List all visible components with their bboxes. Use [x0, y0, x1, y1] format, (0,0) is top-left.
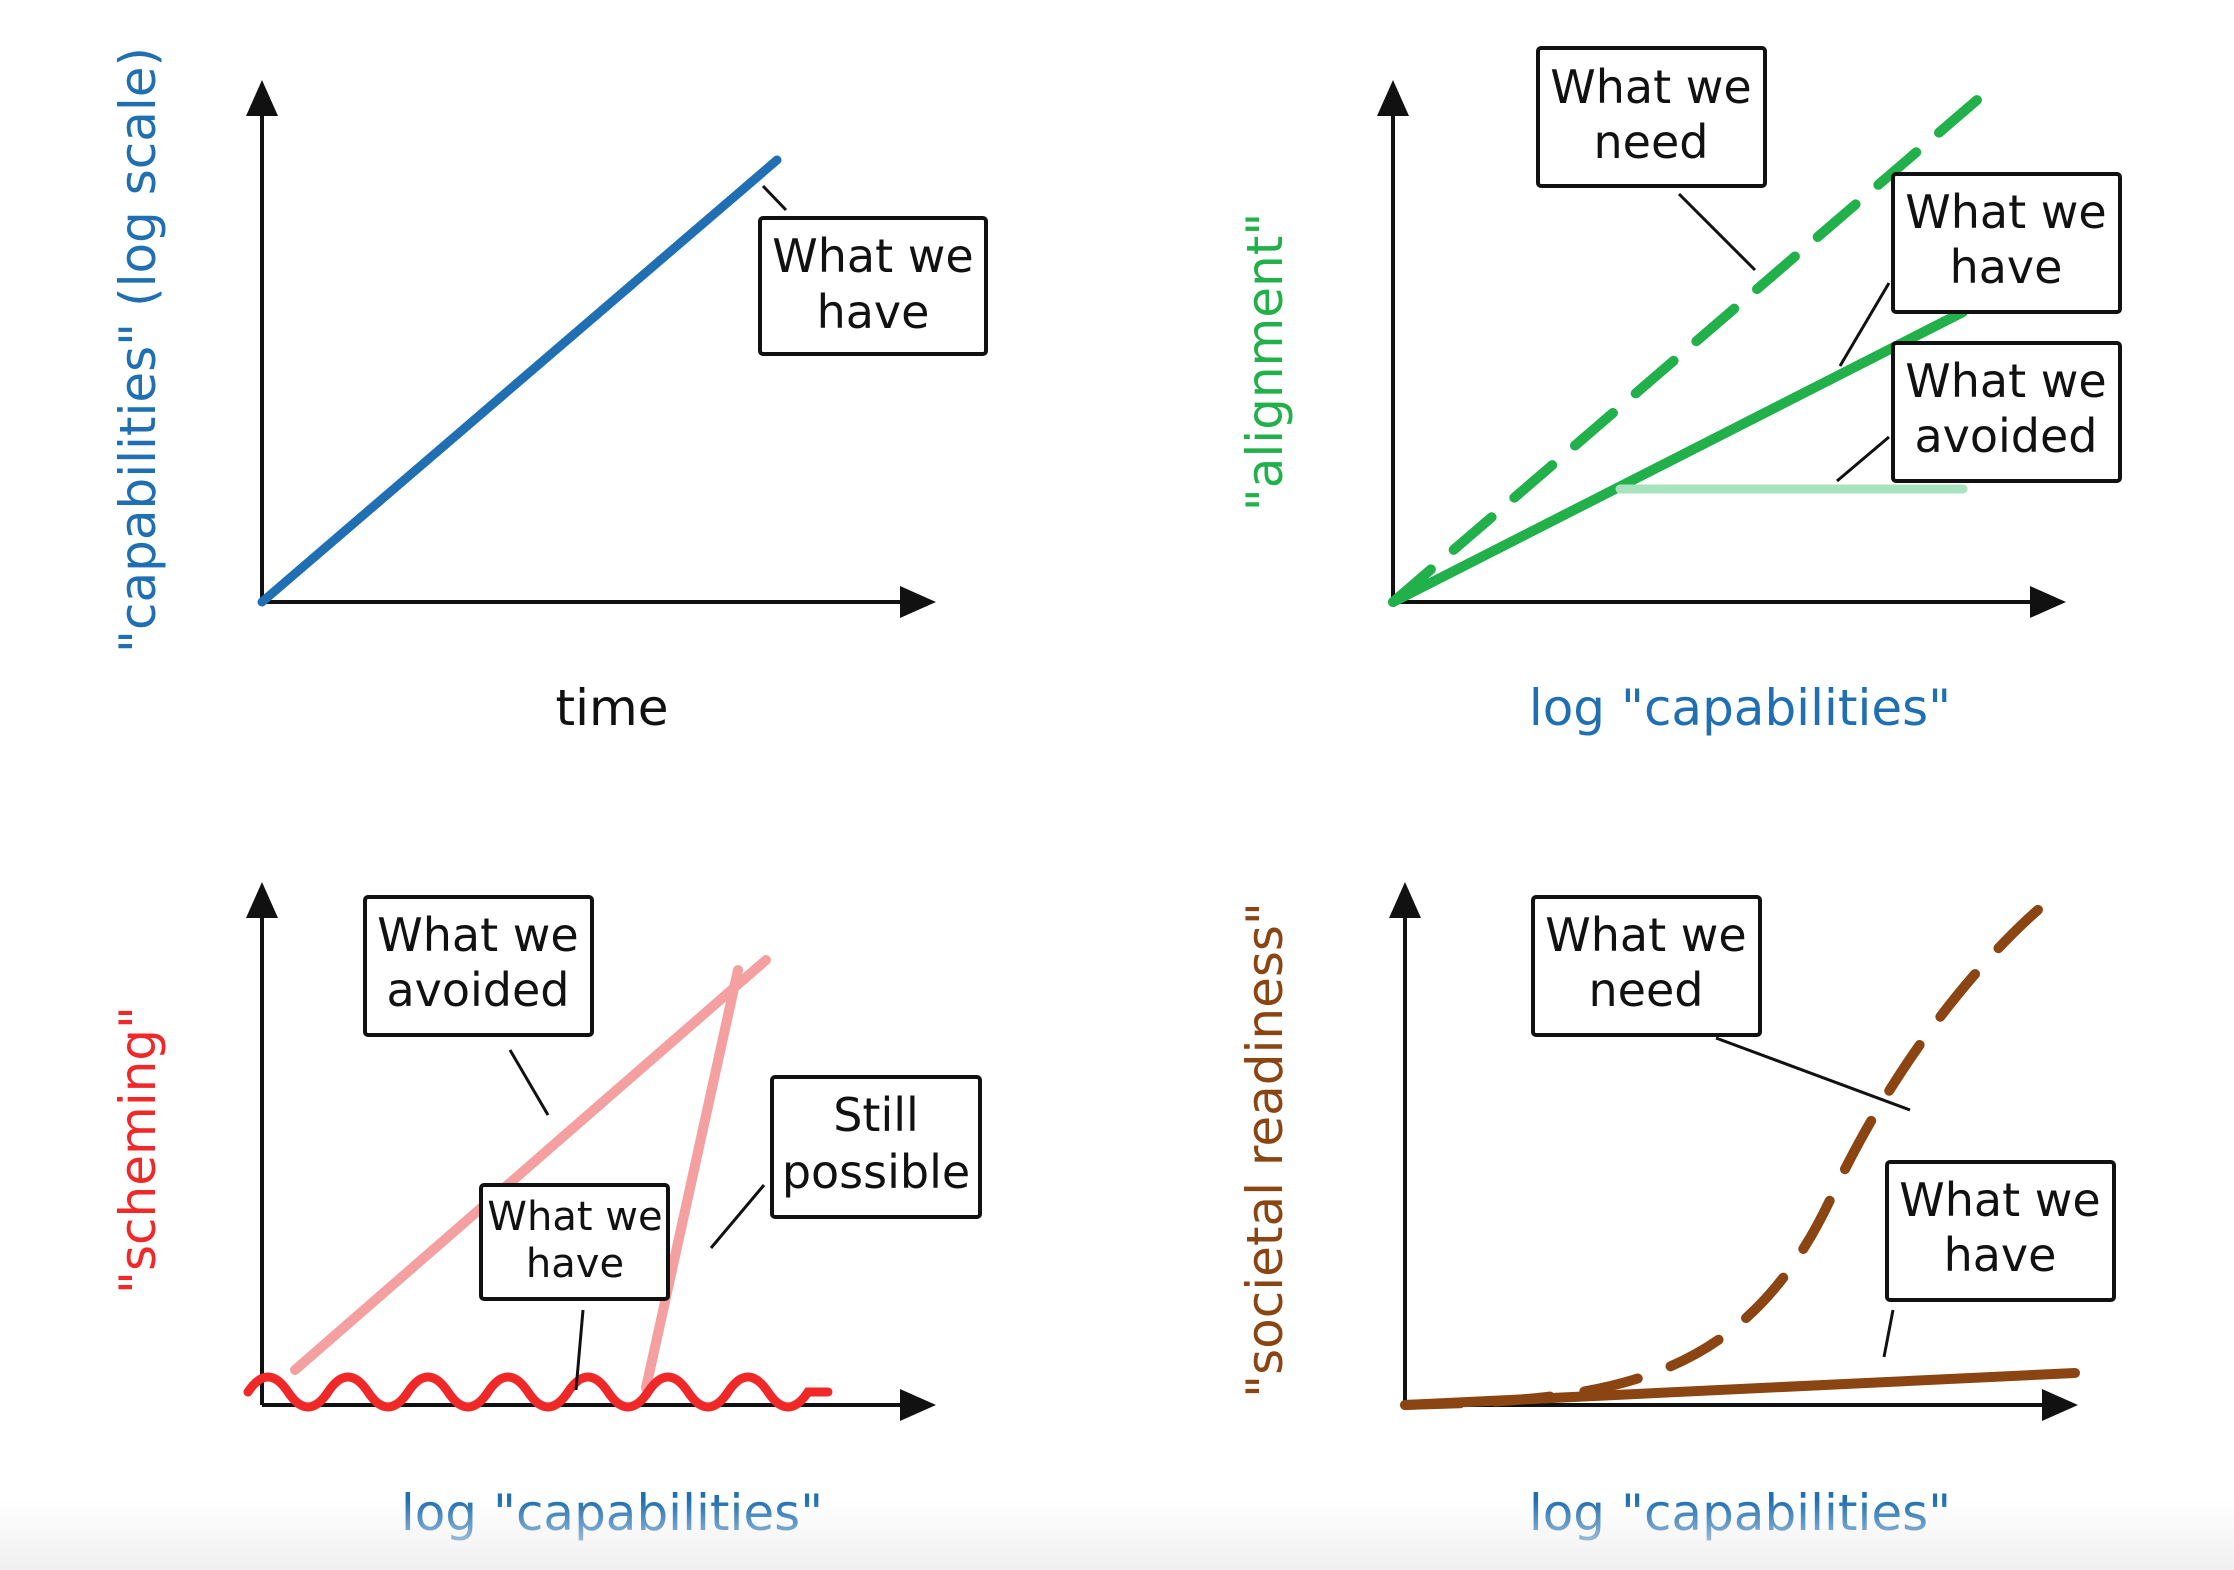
p1-box-what-we-have: What we have [758, 216, 988, 356]
panel-alignment: What we need What we have What we avoide… [1236, 46, 2122, 737]
panel-scheming: What we avoided What we have Still possi… [109, 882, 982, 1542]
p3-leader-avoided [508, 1049, 550, 1116]
p2-leader-avoided [1836, 435, 1890, 483]
p3-box-avoided-line2: avoided [386, 963, 569, 1017]
p4-y-label: "societal readiness" [1236, 902, 1294, 1398]
p3-box-still-possible: Still possible [770, 1075, 982, 1219]
p3-box-what-we-have: What we have [479, 1183, 670, 1301]
p3-box-have-line1: What we [487, 1194, 662, 1240]
p4-series-what-we-have [1400, 1368, 2080, 1410]
p1-x-label: time [556, 679, 669, 737]
p1-box-have-line1: What we [772, 229, 973, 283]
p1-leader-have [761, 184, 788, 212]
panel-capabilities-over-time: What we have time "capabilities" (log sc… [109, 47, 988, 737]
p2-x-label: log "capabilities" [1529, 679, 1951, 737]
p3-leader-still [709, 1184, 766, 1249]
p3-box-still-line1: Still [833, 1088, 919, 1142]
p3-series-what-we-have [243, 1372, 833, 1412]
p2-box-avoided-line1: What we [1905, 354, 2106, 408]
bottom-fade [0, 1500, 2234, 1570]
p2-series-what-we-need [1388, 95, 1982, 607]
p3-series-what-we-avoided [290, 955, 771, 1375]
p2-box-have-line2: have [1950, 240, 2063, 294]
p4-series-what-we-need [1400, 897, 2052, 1410]
p3-box-what-we-avoided: What we avoided [363, 895, 594, 1037]
p3-box-avoided-line1: What we [377, 908, 578, 962]
p4-box-what-we-need: What we need [1531, 895, 1762, 1037]
panel-societal-readiness: What we need What we have log "capabilit… [1236, 882, 2116, 1542]
p3-box-still-line2: possible [782, 1145, 970, 1199]
p2-y-label: "alignment" [1236, 213, 1294, 512]
p2-box-what-we-need: What we need [1536, 46, 1767, 188]
p2-leader-need [1677, 192, 1757, 272]
p2-box-need-line2: need [1594, 115, 1709, 169]
p4-box-have-line1: What we [1899, 1173, 2100, 1227]
p1-y-label: "capabilities" (log scale) [109, 47, 167, 653]
p3-y-label: "scheming" [109, 1006, 167, 1294]
p2-box-what-we-avoided: What we avoided [1891, 341, 2122, 483]
p1-series-what-we-have [257, 155, 782, 607]
p3-box-have-line2: have [526, 1241, 624, 1287]
p2-box-avoided-line2: avoided [1914, 409, 2097, 463]
p2-series-what-we-have [1388, 307, 1968, 607]
p4-box-what-we-have: What we have [1885, 1160, 2116, 1302]
p4-box-need-line1: What we [1545, 908, 1746, 962]
p3-series-still-possible [641, 965, 743, 1393]
p2-leader-have [1838, 282, 1891, 367]
p3-leader-have [574, 1309, 585, 1391]
p4-box-need-line2: need [1589, 963, 1704, 1017]
p2-box-what-we-have: What we have [1891, 172, 2122, 314]
p4-leader-need [1715, 1036, 1911, 1112]
p1-box-have-line2: have [817, 285, 930, 339]
p2-box-need-line1: What we [1550, 60, 1751, 114]
p4-box-have-line2: have [1944, 1228, 2057, 1282]
p4-leader-have [1882, 1309, 1895, 1358]
p2-box-have-line1: What we [1905, 185, 2106, 239]
